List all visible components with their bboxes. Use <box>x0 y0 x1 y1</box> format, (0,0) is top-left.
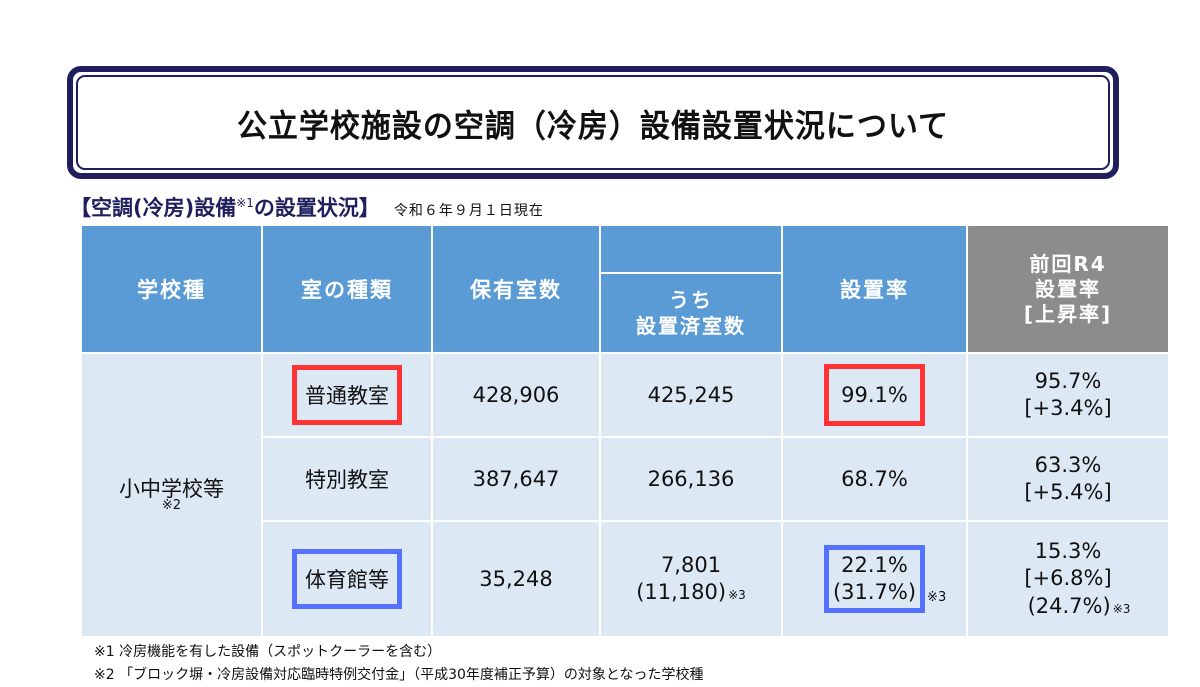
table-row: 特別教室 387,647 266,136 68.7% 63.3% [+5.4%] <box>81 436 1170 522</box>
room-type-cell: 普通教室 <box>261 352 433 438</box>
title-box: 公立学校施設の空調（冷房）設備設置状況について <box>67 66 1119 179</box>
header-rate: 設置率 <box>781 224 968 354</box>
installed-rooms-cell: 7,801 (11,180) ※3 <box>599 520 783 638</box>
previous-rate-value: 15.3% <box>1034 539 1102 564</box>
footnotes: ※1 冷房機能を有した設備（スポットクーラーを含む） ※2 「ブロック塀・冷房設… <box>94 641 703 687</box>
previous-rate-cell: 95.7% [+3.4%] <box>966 352 1170 438</box>
rate-cell: 99.1% <box>781 352 968 438</box>
installed-value: 7,801 <box>660 552 722 577</box>
section-title-prefix: 【空調(冷房)設備 <box>70 196 237 220</box>
installed-alt-value: (11,180) <box>636 580 727 604</box>
rate-note: ※3 <box>927 590 947 606</box>
school-type-cell: 小中学校等 ※2 <box>80 352 263 638</box>
rate-cell: 22.1% (31.7%) ※3 <box>781 520 968 638</box>
table-row: 体育館等 35,248 7,801 (11,180) ※3 22.1% (31.7… <box>81 520 1170 638</box>
previous-rate-value: 95.7% <box>1034 368 1102 393</box>
highlight-box-red: 普通教室 <box>292 365 402 425</box>
header-prev-line1: 前回R4 <box>1029 251 1107 276</box>
increase-value: [+6.8%] <box>1024 566 1112 591</box>
highlight-box-blue: 22.1% (31.7%) <box>823 544 926 614</box>
previous-rate-value: 63.3% <box>1034 452 1102 477</box>
school-type-note: ※2 <box>161 498 182 514</box>
rate-alt-value: (31.7%) <box>832 580 917 604</box>
header-prev-line2: 設置率 <box>1035 276 1101 301</box>
room-type-label: 普通教室 <box>305 384 389 408</box>
header-installed-line2: 設置済室数 <box>636 314 746 338</box>
as-of-date: 令和６年９月１日現在 <box>393 203 544 219</box>
section-title: 【空調(冷房)設備※1の設置状況】 <box>70 192 380 222</box>
header-school-type: 学校種 <box>80 224 263 354</box>
installation-table: 学校種 室の種類 保有室数 設置率 前回R4 設置率 [上昇率] うち 設置済室… <box>80 224 1170 638</box>
installed-rooms-cell: 425,245 <box>599 352 783 438</box>
header-prev-line3: [上昇率] <box>1023 301 1113 326</box>
total-rooms-cell: 428,906 <box>431 352 601 438</box>
school-type-label: 小中学校等 <box>119 476 224 501</box>
highlight-box-red: 99.1% <box>824 364 925 426</box>
section-title-note: ※1 <box>236 196 254 210</box>
installed-note: ※3 <box>728 588 746 602</box>
header-room-type: 室の種類 <box>261 224 433 354</box>
rate-cell: 68.7% <box>781 436 968 522</box>
header-installed-rooms: うち 設置済室数 <box>599 272 783 354</box>
previous-rate-cell: 63.3% [+5.4%] <box>966 436 1170 522</box>
rate-value: 99.1% <box>841 383 908 407</box>
increase-value: [+5.4%] <box>1024 480 1112 504</box>
previous-alt-note: ※3 <box>1112 601 1131 616</box>
header-installed-line1: うち <box>669 288 713 312</box>
room-type-cell: 体育館等 <box>261 520 433 638</box>
header-previous-rate: 前回R4 設置率 [上昇率] <box>966 224 1170 354</box>
increase-value: [+3.4%] <box>1024 396 1112 420</box>
footnote-2: ※2 「ブロック塀・冷房設備対応臨時特例交付金」（平成30年度補正予算）の対象と… <box>94 667 704 683</box>
table-row: 小中学校等 ※2 普通教室 428,906 425,245 99.1% 95.7… <box>80 352 1170 638</box>
footnote-1: ※1 冷房機能を有した設備（スポットクーラーを含む） <box>94 644 442 660</box>
header-total-rooms-span <box>599 224 783 274</box>
total-rooms-cell: 387,647 <box>431 436 601 522</box>
installed-rooms-cell: 266,136 <box>599 436 783 522</box>
previous-rate-cell: 15.3% [+6.8%] (24.7%) ※3 <box>966 520 1170 638</box>
previous-alt-value: (24.7%) <box>1027 593 1111 618</box>
total-rooms-cell: 35,248 <box>431 520 601 638</box>
room-type-cell: 特別教室 <box>261 436 433 522</box>
section-title-suffix: の設置状況】 <box>253 196 380 220</box>
page-title: 公立学校施設の空調（冷房）設備設置状況について <box>236 107 950 145</box>
section-heading: 【空調(冷房)設備※1の設置状況】 令和６年９月１日現在 <box>70 192 544 224</box>
title-inner-frame: 公立学校施設の空調（冷房）設備設置状況について <box>76 75 1110 170</box>
room-type-label: 体育館等 <box>305 568 389 592</box>
rate-value: 22.1% <box>841 552 908 577</box>
highlight-box-blue: 体育館等 <box>292 549 402 609</box>
header-total-rooms: 保有室数 <box>431 224 601 354</box>
